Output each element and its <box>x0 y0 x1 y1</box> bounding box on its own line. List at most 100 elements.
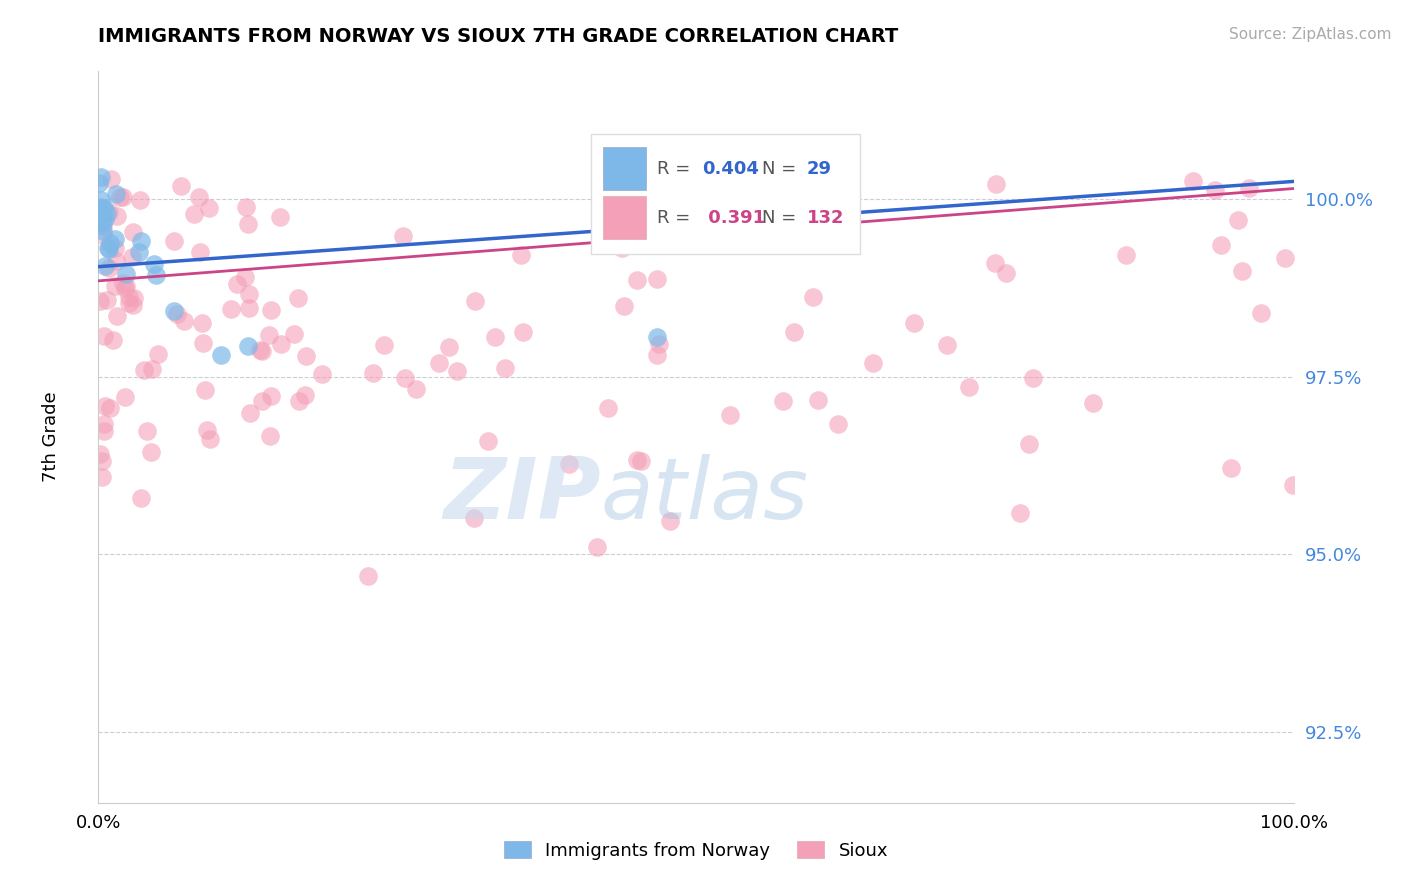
Point <box>128 245 150 260</box>
Point <box>93 424 115 438</box>
Point <box>260 389 283 403</box>
Point <box>143 257 166 271</box>
Point <box>104 278 127 293</box>
Point <box>219 302 242 317</box>
Point <box>718 408 741 422</box>
Point <box>645 271 668 285</box>
Point <box>111 277 134 291</box>
Point <box>903 316 925 330</box>
Point <box>91 203 114 218</box>
Point <box>259 428 281 442</box>
Text: 0.391: 0.391 <box>702 209 765 227</box>
Point <box>93 399 115 413</box>
Point <box>645 329 668 343</box>
Point <box>238 301 260 315</box>
Point <box>647 349 669 363</box>
Point <box>361 366 384 380</box>
Point <box>1220 461 1243 475</box>
Point <box>356 569 378 583</box>
Point <box>252 394 274 409</box>
Point <box>104 232 127 246</box>
Point <box>250 344 273 359</box>
Point <box>105 309 128 323</box>
Point <box>1282 478 1305 492</box>
Point <box>269 210 291 224</box>
FancyBboxPatch shape <box>591 134 859 254</box>
Point <box>90 170 112 185</box>
Point <box>1232 264 1254 278</box>
Point <box>235 200 257 214</box>
Point <box>827 417 849 432</box>
Point <box>122 297 145 311</box>
Point <box>236 338 259 352</box>
Point <box>226 277 249 292</box>
Point <box>121 250 143 264</box>
Point <box>801 290 824 304</box>
Text: R =: R = <box>657 209 696 227</box>
Point <box>91 454 114 468</box>
Point <box>373 337 395 351</box>
Point <box>90 470 112 484</box>
Point <box>145 268 167 282</box>
Point <box>104 187 127 202</box>
Point <box>509 248 531 262</box>
Point <box>115 268 138 282</box>
Point <box>295 349 318 363</box>
Point <box>270 336 292 351</box>
Point <box>163 304 186 318</box>
Point <box>98 236 121 251</box>
Point <box>294 388 316 402</box>
Point <box>96 293 118 307</box>
Point <box>288 394 311 409</box>
Text: atlas: atlas <box>600 454 808 537</box>
Point <box>91 219 114 233</box>
Point <box>93 328 115 343</box>
Point <box>437 340 460 354</box>
Point <box>1239 181 1261 195</box>
FancyBboxPatch shape <box>603 196 645 239</box>
Point <box>512 325 534 339</box>
Point <box>97 242 120 256</box>
Point <box>98 260 121 275</box>
Point <box>183 207 205 221</box>
Point <box>235 270 257 285</box>
Point <box>936 338 959 352</box>
Point <box>648 337 671 351</box>
Point <box>626 273 648 287</box>
Point <box>1115 247 1137 261</box>
Point <box>98 204 121 219</box>
Point <box>198 201 221 215</box>
Point <box>121 225 143 239</box>
Point <box>484 329 506 343</box>
Text: N =: N = <box>762 209 801 227</box>
Text: R =: R = <box>657 160 696 178</box>
Point <box>173 314 195 328</box>
Point <box>93 417 115 431</box>
Point <box>91 224 114 238</box>
Point <box>807 393 830 408</box>
Point <box>94 212 117 227</box>
Point <box>87 202 110 216</box>
Text: 132: 132 <box>807 209 845 227</box>
Point <box>392 228 415 243</box>
Point <box>187 190 209 204</box>
Point <box>260 303 283 318</box>
Point <box>596 401 619 415</box>
Point <box>1209 238 1232 252</box>
Point <box>405 383 427 397</box>
Point <box>105 209 128 223</box>
Point <box>190 316 212 330</box>
Point <box>558 457 581 471</box>
Point <box>90 200 112 214</box>
Point <box>89 293 111 308</box>
Point <box>101 334 124 348</box>
Point <box>90 193 112 207</box>
Point <box>146 346 169 360</box>
Text: Source: ZipAtlas.com: Source: ZipAtlas.com <box>1229 27 1392 42</box>
Point <box>429 356 451 370</box>
Point <box>198 432 221 446</box>
Point <box>659 514 682 528</box>
Point <box>630 453 652 467</box>
Point <box>1022 371 1045 385</box>
Point <box>93 201 115 215</box>
